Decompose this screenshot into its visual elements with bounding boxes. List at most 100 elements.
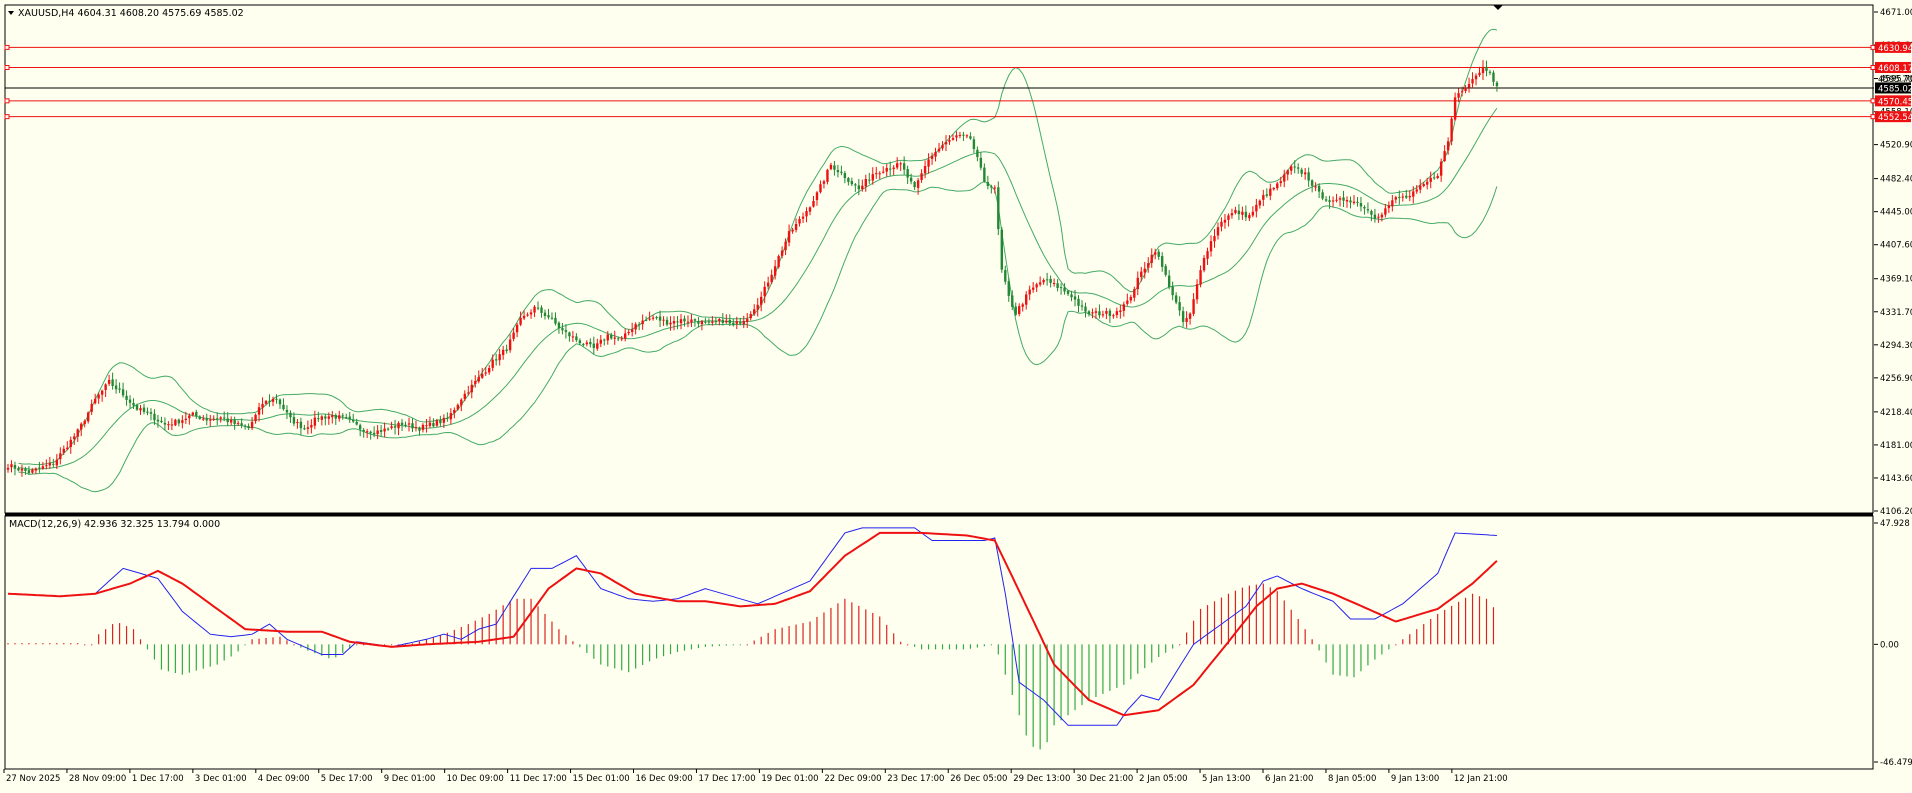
candle-body [721, 319, 725, 323]
candle-body [983, 167, 986, 182]
candle-body [1283, 174, 1286, 182]
candle-body [261, 403, 264, 408]
candle-body [1098, 311, 1101, 316]
candle-body [31, 469, 34, 473]
candle-body [728, 319, 732, 324]
candle-body [1157, 251, 1160, 257]
shift-marker-icon[interactable] [1493, 5, 1503, 10]
candle-body [191, 412, 195, 415]
candle-body [498, 354, 501, 361]
candle-body [1195, 284, 1199, 300]
candle-body [930, 155, 934, 159]
candle-body [292, 417, 296, 424]
candle-body [494, 359, 498, 361]
candle-body [990, 186, 993, 188]
candle-body [1188, 313, 1192, 319]
candle-body [435, 420, 439, 426]
level-handle-right-3[interactable] [1870, 114, 1876, 120]
candle-body [404, 424, 407, 426]
candle-body [477, 376, 480, 382]
level-handle-0[interactable] [4, 44, 10, 50]
candle-body [296, 422, 299, 424]
candle-body [212, 418, 215, 420]
candle-body [965, 135, 969, 137]
candle-body [132, 403, 135, 406]
candle-body [571, 336, 575, 338]
candle-body [836, 169, 840, 173]
candle-body [892, 167, 895, 170]
level-handle-right-1[interactable] [1870, 65, 1876, 71]
candle-body [1262, 195, 1265, 200]
candle-body [470, 384, 473, 393]
candle-body [617, 338, 620, 340]
level-handle-3[interactable] [4, 114, 10, 120]
candle-body [857, 185, 861, 190]
candle-body [808, 207, 812, 212]
candle-body [425, 425, 428, 427]
candle-body [749, 314, 752, 319]
candle-body [934, 152, 937, 157]
candle-body [972, 139, 976, 150]
candle-body [1286, 170, 1289, 175]
candle-body [697, 321, 700, 324]
candle-body [1328, 200, 1331, 202]
candle-body [1084, 306, 1087, 312]
candle-body [564, 330, 568, 332]
candle-body [920, 173, 923, 181]
candle-body [271, 398, 275, 402]
candle-body [1038, 282, 1042, 285]
candle-body [1101, 314, 1105, 316]
macd-info: MACD(12,26,9) 42.936 32.325 13.794 0.000 [9, 519, 220, 530]
candle-body [850, 181, 854, 185]
candle-body [704, 321, 707, 323]
candle-body [226, 418, 229, 423]
candle-body [798, 219, 801, 224]
price-tick-label: 4181.00 [1880, 441, 1912, 451]
candle-body [348, 416, 351, 420]
candle-body [1450, 118, 1453, 142]
level-handle-right-0[interactable] [1870, 44, 1876, 50]
candle-body [1181, 311, 1185, 322]
candle-body [1391, 200, 1394, 207]
candle-body [167, 424, 170, 426]
level-handle-2[interactable] [4, 98, 10, 104]
candle-body [73, 436, 76, 440]
candle-body [780, 250, 784, 256]
candle-body [1056, 283, 1059, 288]
candle-body [679, 319, 683, 324]
candle-body [550, 317, 554, 319]
candle-body [1324, 199, 1328, 201]
candle-body [916, 180, 920, 188]
candle-body [188, 415, 191, 419]
candle-body [1049, 278, 1052, 283]
candle-body [121, 389, 125, 396]
candle-body [156, 419, 160, 422]
horizontal-levels[interactable] [4, 44, 1876, 120]
main-pane-frame [4, 4, 1874, 514]
candle-body [139, 408, 142, 411]
candle-body [397, 422, 400, 429]
level-handle-right-2[interactable] [1870, 98, 1876, 104]
candle-body [456, 404, 460, 410]
price-tick-label: 4445.00 [1880, 208, 1912, 218]
candle-body [784, 241, 787, 251]
price-axis: 4671.004633.604595.704558.104520.904482.… [1874, 8, 1912, 768]
candle-body [648, 318, 651, 320]
candle-body [840, 171, 843, 173]
candle-body [484, 372, 487, 374]
bollinger-lower-line [18, 181, 1498, 493]
candle-body [1108, 310, 1112, 316]
candle-body [801, 216, 805, 219]
candle-body [411, 423, 414, 429]
chart-menu-triangle-icon[interactable] [8, 11, 14, 15]
level-handle-1[interactable] [4, 65, 10, 71]
candle-body [902, 163, 906, 170]
candle-body [442, 417, 446, 423]
candle-body [833, 165, 836, 170]
candle-body [1122, 304, 1126, 311]
price-tick-label: 4671.00 [1880, 8, 1912, 18]
candle-body [1303, 172, 1307, 175]
candle-body [948, 140, 951, 142]
